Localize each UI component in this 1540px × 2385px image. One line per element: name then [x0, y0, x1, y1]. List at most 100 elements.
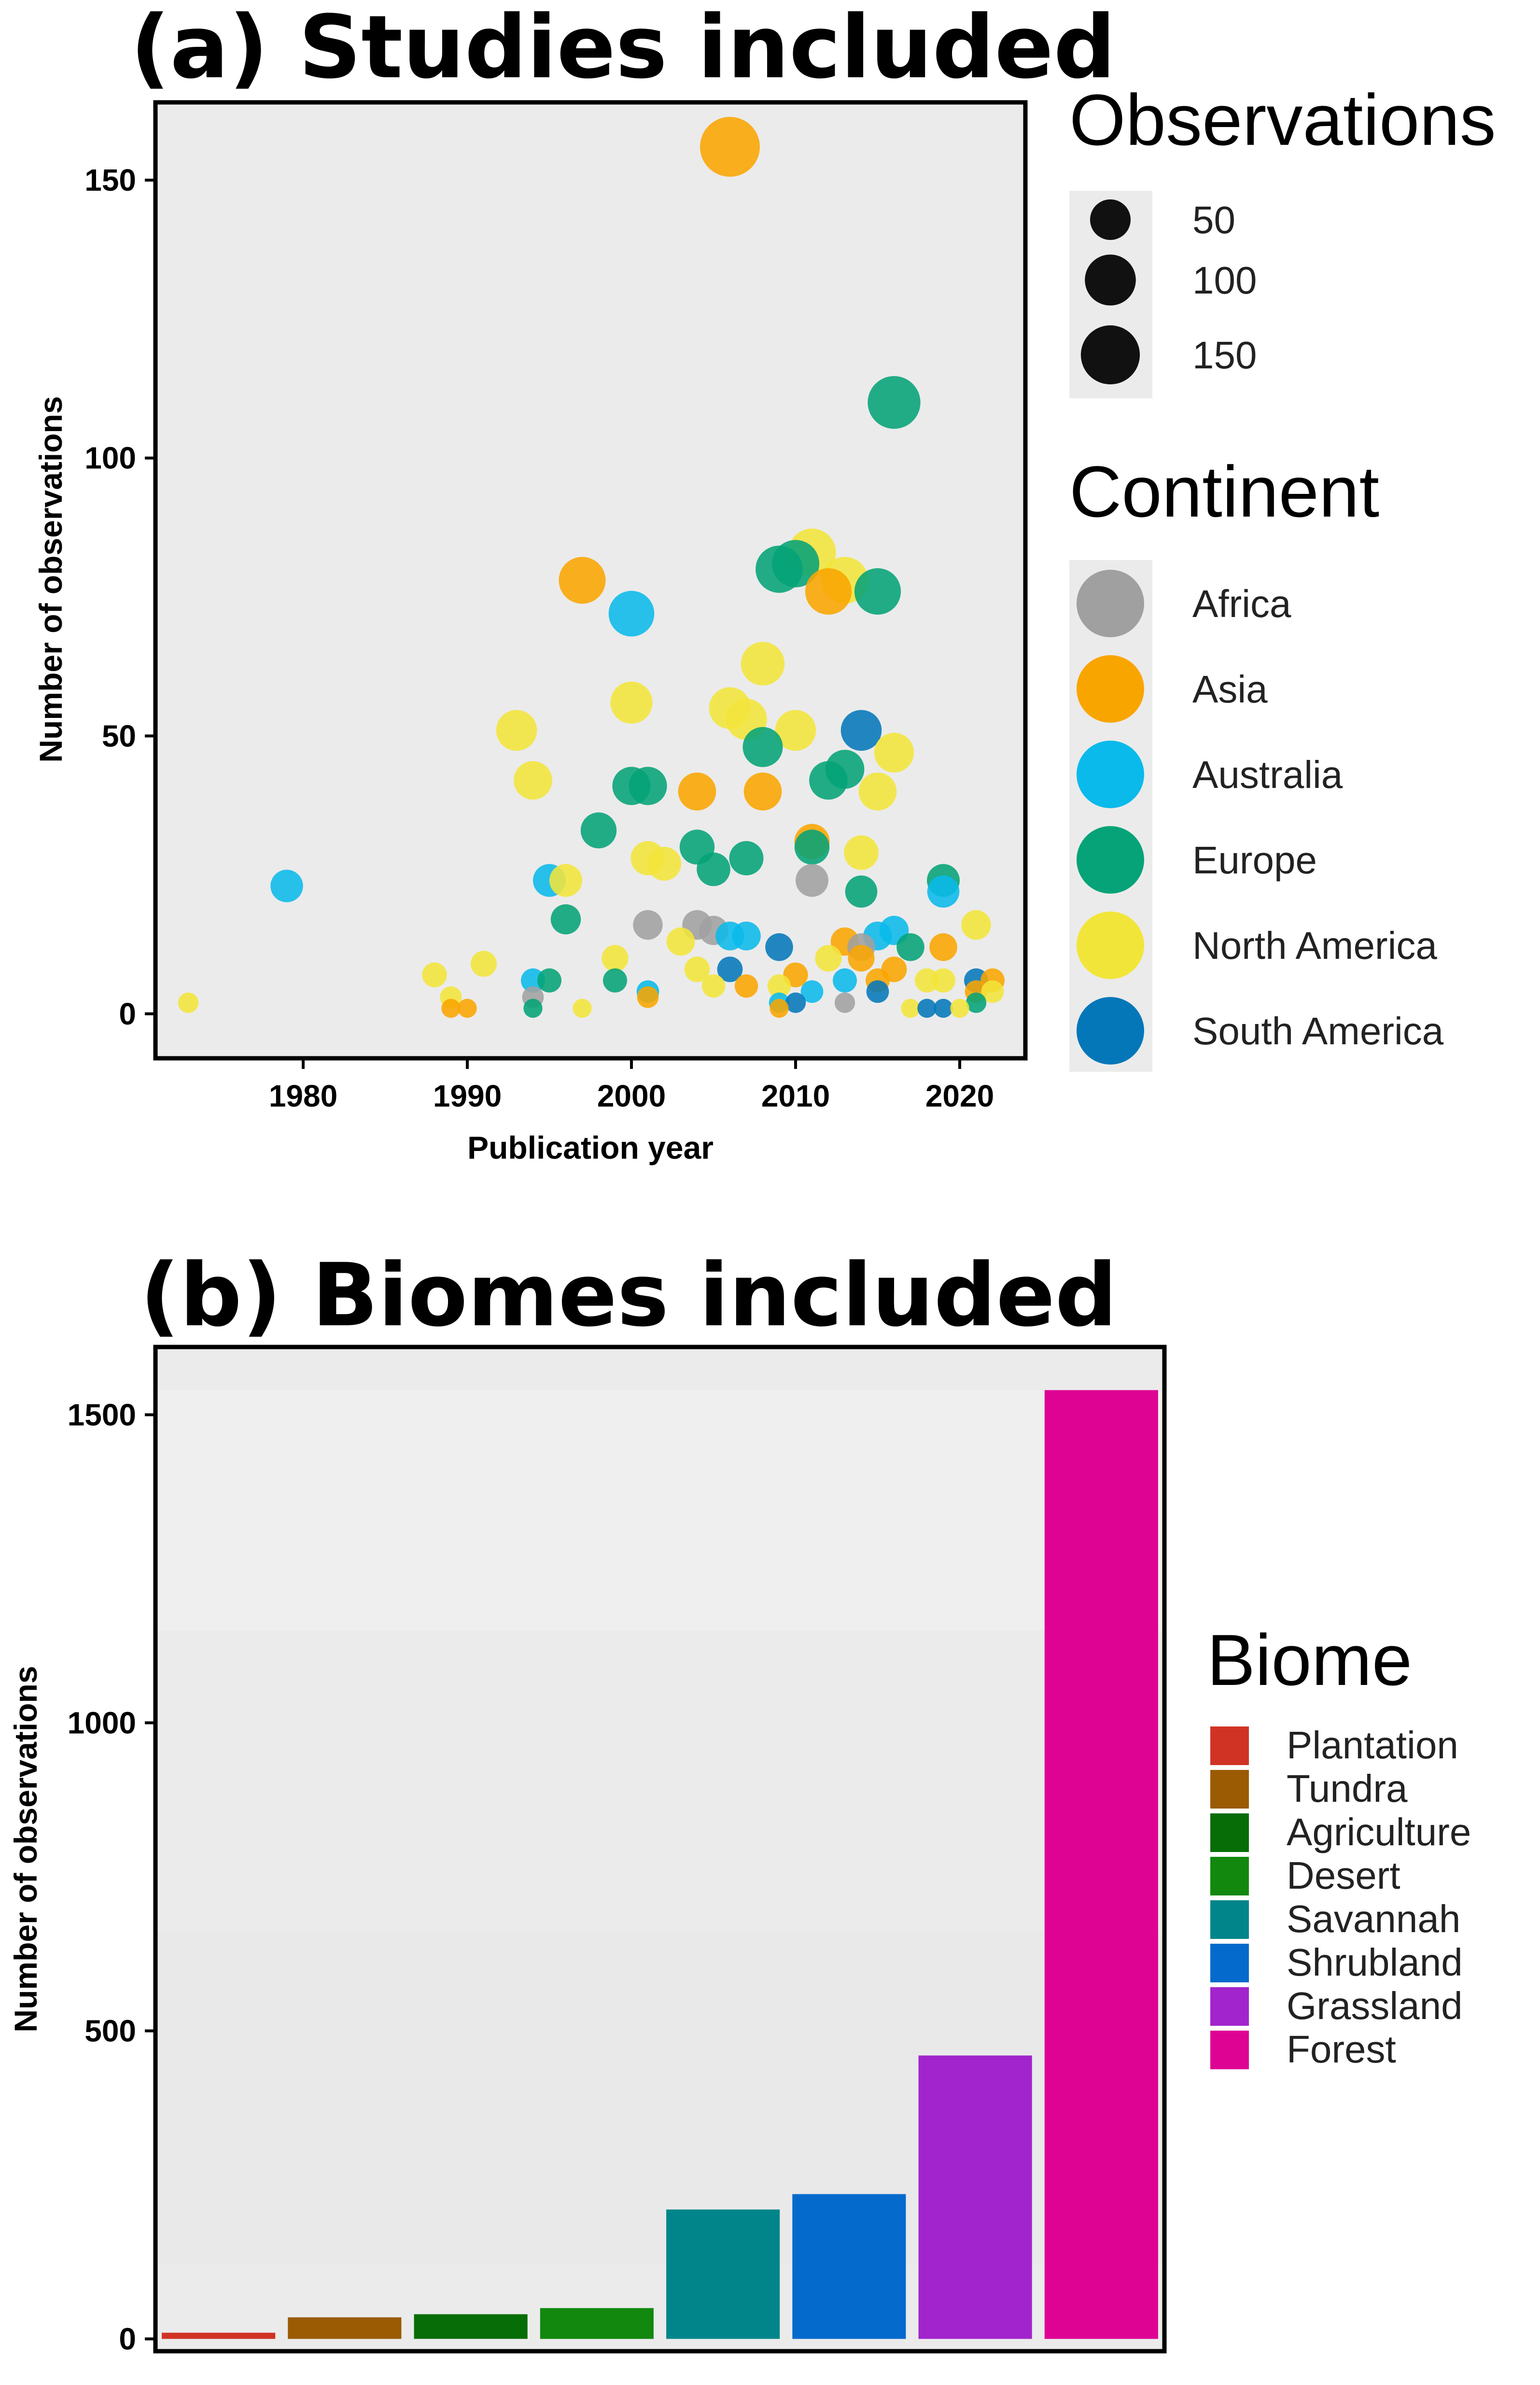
x-tick-label: 2010 — [761, 1079, 830, 1113]
continent-legend-keys-background — [1069, 560, 1152, 1072]
continent-legend-key — [1077, 912, 1144, 979]
point-europe — [794, 829, 830, 865]
point-europe — [868, 376, 921, 429]
x-tick-label: 1990 — [433, 1079, 502, 1113]
x-tick-label: 1980 — [269, 1079, 337, 1113]
point-africa — [834, 992, 855, 1013]
point-north-america — [858, 772, 897, 811]
point-europe — [697, 852, 730, 886]
point-europe — [896, 933, 924, 961]
bar-desert — [540, 2308, 654, 2339]
point-europe — [742, 727, 783, 767]
size-legend-key — [1080, 325, 1140, 385]
bar-tundra — [288, 2317, 402, 2339]
point-europe — [756, 546, 803, 593]
point-australia — [800, 980, 824, 1003]
biome-legend-key — [1210, 1726, 1249, 1765]
point-north-america — [961, 910, 991, 940]
biome-legend-label: Agriculture — [1287, 1810, 1471, 1853]
continent-legend-key — [1077, 570, 1144, 637]
point-north-america — [514, 761, 552, 800]
bar-shrubland — [792, 2194, 906, 2339]
point-north-america — [666, 927, 695, 956]
bar-plantation — [162, 2332, 276, 2339]
panel-a-axes: 1980 1990 2000 2010 2020 0 50 100 150 — [84, 163, 994, 1113]
point-north-america — [950, 998, 969, 1018]
biome-legend-title: Biome — [1207, 1619, 1412, 1700]
bar-grassland — [918, 2055, 1032, 2339]
point-asia — [637, 986, 659, 1008]
biome-legend-label: Plantation — [1287, 1724, 1458, 1767]
continent-legend-key — [1077, 997, 1144, 1065]
point-north-america — [610, 681, 653, 724]
point-north-america — [775, 710, 816, 751]
continent-legend-key — [1077, 826, 1144, 894]
point-north-america — [701, 974, 726, 998]
point-asia — [734, 974, 758, 998]
biome-legend-label: Grassland — [1287, 1984, 1463, 2027]
point-north-america — [815, 945, 842, 972]
point-australia — [608, 590, 655, 637]
size-legend-label: 100 — [1192, 259, 1257, 302]
continent-legend-label: Europe — [1192, 839, 1317, 882]
x-tick-label: 2000 — [597, 1079, 666, 1113]
point-europe — [845, 875, 878, 908]
point-south-america — [934, 998, 953, 1018]
y-tick-label: 50 — [102, 718, 136, 753]
y-tick-label: 0 — [119, 996, 136, 1031]
bar-savannah — [666, 2209, 780, 2339]
panel-b-band — [155, 1390, 1164, 1630]
point-australia — [927, 875, 960, 908]
point-europe — [580, 812, 617, 849]
continent-legend-label: Australia — [1192, 753, 1343, 796]
panel-a-scatter: (a) Studies included 1980 1990 2000 2010 202… — [33, 0, 1496, 1165]
point-north-america — [573, 998, 592, 1018]
point-south-america — [866, 980, 889, 1003]
point-south-america — [765, 933, 793, 961]
size-legend-title: Observations — [1069, 79, 1496, 160]
panel-b-title: (b) Biomes included — [140, 1245, 1117, 1346]
point-africa — [633, 910, 663, 940]
point-asia — [929, 933, 957, 961]
point-asia — [678, 772, 716, 811]
point-north-america — [901, 998, 920, 1018]
point-australia — [732, 921, 761, 951]
continent-legend-key — [1077, 741, 1144, 808]
y-tick-label: 150 — [84, 163, 136, 197]
point-europe — [629, 767, 667, 805]
point-south-america — [785, 992, 806, 1013]
continent-legend: Africa Asia Australia Europe North America So… — [1077, 570, 1444, 1065]
bar-agriculture — [414, 2314, 528, 2339]
point-asia — [805, 568, 852, 615]
panel-a-plot-frame — [153, 100, 1028, 1061]
size-legend-label: 50 — [1192, 198, 1235, 241]
point-australia — [270, 870, 303, 902]
biome-legend-label: Desert — [1287, 1854, 1400, 1897]
point-north-america — [602, 945, 629, 972]
biome-legend-label: Shrubland — [1287, 1941, 1463, 1984]
point-south-america — [840, 710, 882, 751]
y-tick-label: 1500 — [68, 1397, 136, 1432]
size-legend-label: 150 — [1192, 334, 1257, 377]
point-asia — [770, 998, 789, 1018]
y-tick-label: 500 — [84, 2013, 136, 2048]
panel-a-points — [178, 117, 1005, 1018]
size-legend-key — [1085, 254, 1136, 306]
size-legend-key — [1090, 199, 1131, 240]
point-australia — [833, 968, 857, 993]
point-south-america — [717, 956, 743, 982]
biome-legend-key — [1210, 1857, 1249, 1895]
biome-legend-key — [1210, 1813, 1249, 1852]
point-europe — [809, 761, 848, 800]
continent-legend-label: Asia — [1192, 668, 1268, 711]
point-asia — [441, 998, 461, 1018]
biome-legend-key — [1210, 2031, 1249, 2069]
y-tick-label: 100 — [84, 441, 136, 476]
continent-legend-title: Continent — [1069, 451, 1379, 532]
y-tick-label: 0 — [119, 2321, 136, 2356]
point-north-america — [981, 980, 1004, 1003]
point-north-america — [874, 732, 914, 773]
point-europe — [729, 841, 764, 876]
point-asia — [743, 772, 782, 811]
